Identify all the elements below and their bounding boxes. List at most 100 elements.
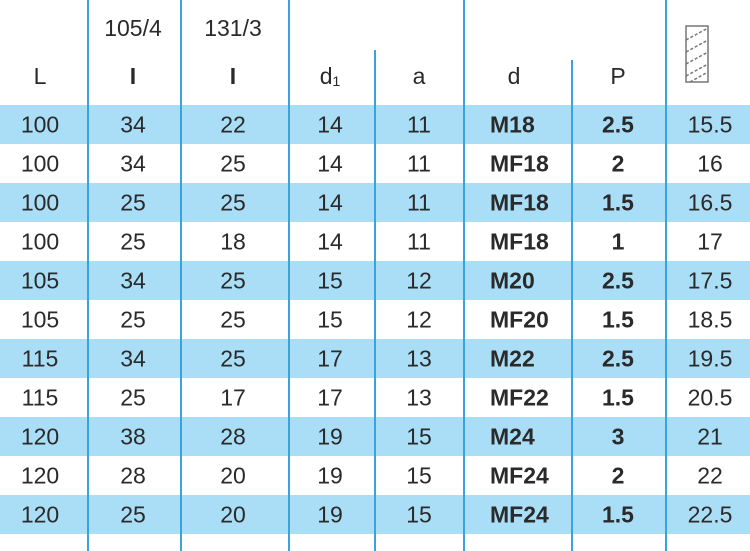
cell: 18 (220, 229, 246, 255)
cell: 15.5 (688, 112, 733, 138)
cell: MF18 (490, 151, 549, 177)
cell: 25 (120, 502, 146, 528)
cell: 18.5 (688, 307, 733, 333)
cell: 11 (407, 229, 431, 255)
cell: M20 (490, 268, 535, 294)
cell: 25 (220, 151, 246, 177)
cell: 22.5 (688, 502, 733, 528)
cell: 17.5 (688, 268, 733, 294)
cell: 28 (220, 424, 246, 450)
cell: 25 (120, 307, 146, 333)
cell: M24 (490, 424, 535, 450)
cell: 25 (120, 190, 146, 216)
cell: 25 (220, 346, 246, 372)
cell: MF18 (490, 229, 549, 255)
icon-hatch (685, 27, 709, 83)
cell: 1.5 (602, 385, 634, 411)
group-label: 105/4 (104, 15, 162, 41)
cell: 2 (612, 151, 625, 177)
cell: 20.5 (688, 385, 733, 411)
cell: 17 (317, 346, 343, 372)
cell: 25 (220, 307, 246, 333)
cell: 25 (120, 385, 146, 411)
cell: 14 (317, 151, 343, 177)
cell: 34 (120, 268, 146, 294)
cell: 14 (317, 229, 343, 255)
cell: 13 (406, 346, 432, 372)
cell: 13 (406, 385, 432, 411)
cell: M18 (490, 112, 535, 138)
cell: 115 (22, 346, 59, 372)
column-header: a (413, 63, 426, 89)
cell: 2.5 (602, 346, 634, 372)
column-lines (87, 0, 667, 551)
cell: MF18 (490, 190, 549, 216)
drill-icon (685, 25, 709, 83)
column-header: L (34, 63, 47, 89)
cell: 11 (407, 190, 431, 216)
cell: 100 (21, 151, 59, 177)
cell: 22 (220, 112, 246, 138)
cell: 1 (612, 229, 625, 255)
cell: 12 (406, 268, 432, 294)
cell: 38 (120, 424, 146, 450)
cell: 14 (317, 112, 343, 138)
cell: MF22 (490, 385, 549, 411)
cell: 25 (220, 268, 246, 294)
cell: 100 (21, 229, 59, 255)
cell: 105 (21, 268, 59, 294)
cell: 12 (406, 307, 432, 333)
column-header: I (230, 63, 236, 89)
cell: 19 (317, 463, 343, 489)
cell: 100 (21, 112, 59, 138)
cell: 2.5 (602, 112, 634, 138)
cell: M22 (490, 346, 535, 372)
cell: 19.5 (688, 346, 733, 372)
group-label: 131/3 (204, 15, 262, 41)
cell: 17 (697, 229, 723, 255)
cell: 120 (21, 463, 59, 489)
cell: 11 (407, 151, 431, 177)
cell: 34 (120, 112, 146, 138)
cell: 19 (317, 424, 343, 450)
cell: 34 (120, 151, 146, 177)
cell: 100 (21, 190, 59, 216)
icon-frame (685, 25, 709, 83)
cell: 120 (21, 424, 59, 450)
cell: 2 (612, 463, 625, 489)
cell: 1.5 (602, 502, 634, 528)
cell: 28 (120, 463, 146, 489)
cell: 15 (406, 424, 432, 450)
cell: 15 (317, 307, 343, 333)
cell: 11 (407, 112, 431, 138)
cell: 2.5 (602, 268, 634, 294)
cell: 19 (317, 502, 343, 528)
cell: 15 (406, 502, 432, 528)
column-header: P (610, 63, 625, 89)
cell: 34 (120, 346, 146, 372)
cell: 105 (21, 307, 59, 333)
cell: 1.5 (602, 190, 634, 216)
cell: 17 (317, 385, 343, 411)
cell: 16 (697, 151, 723, 177)
cell: 25 (120, 229, 146, 255)
cell: 17 (220, 385, 246, 411)
column-header: d (508, 63, 521, 89)
cell: 20 (220, 502, 246, 528)
cell: 15 (406, 463, 432, 489)
cell: MF24 (490, 502, 549, 528)
column-header: d₁ (320, 63, 341, 89)
cell: 25 (220, 190, 246, 216)
cell: 20 (220, 463, 246, 489)
cell: 21 (697, 424, 723, 450)
cell: 22 (697, 463, 723, 489)
cell: 15 (317, 268, 343, 294)
cell: MF20 (490, 307, 549, 333)
cell: 120 (21, 502, 59, 528)
column-header: I (130, 63, 136, 89)
cell: 14 (317, 190, 343, 216)
cell: 115 (22, 385, 59, 411)
